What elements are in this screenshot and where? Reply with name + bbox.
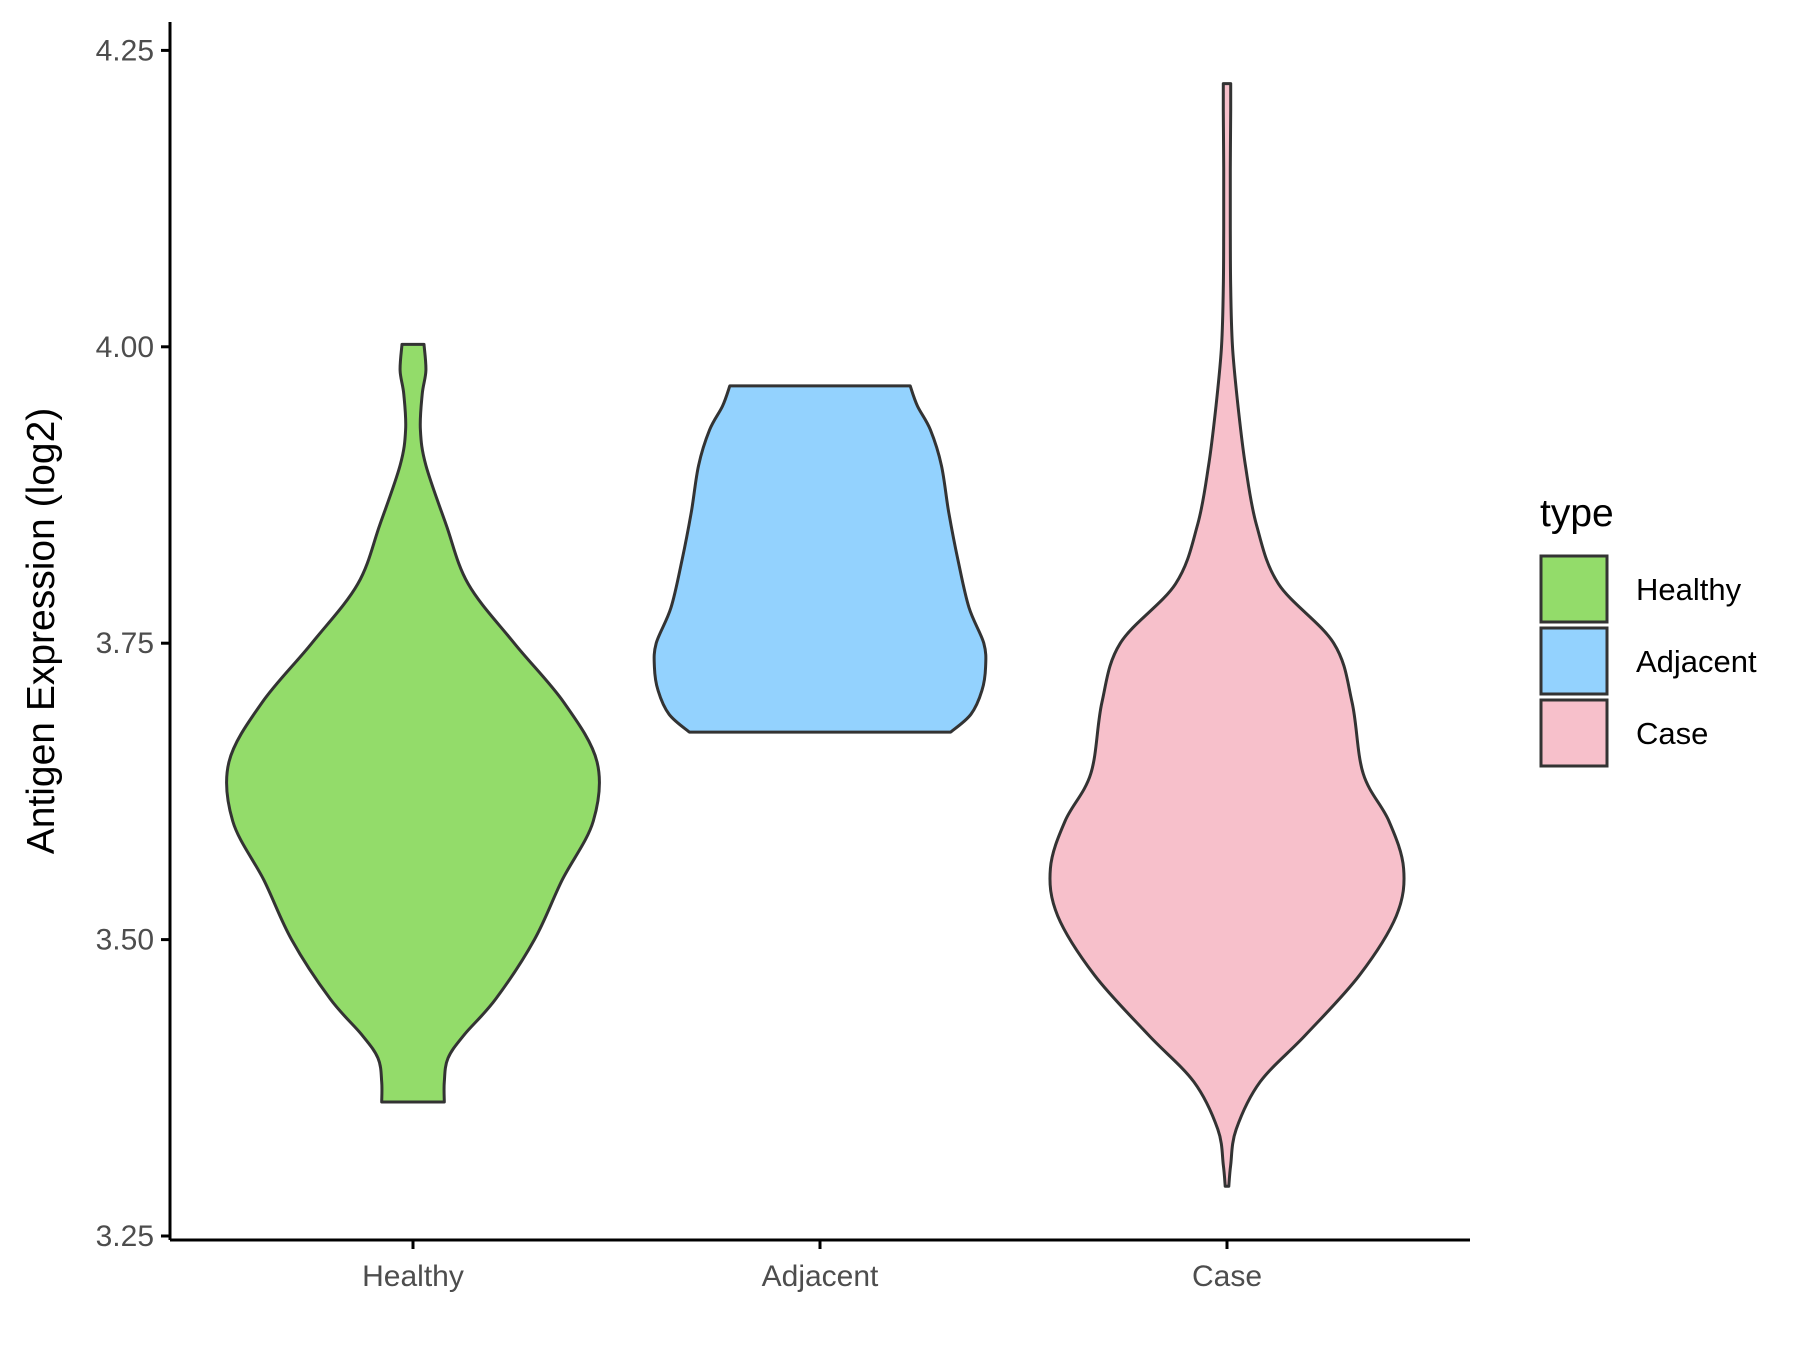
violins-layer — [224, 82, 1406, 1188]
y-tick-label: 3.25 — [96, 1220, 154, 1253]
legend-label-adjacent: Adjacent — [1636, 644, 1757, 679]
legend-title: type — [1540, 492, 1614, 535]
legend: type Healthy Adjacent Case — [1539, 492, 1757, 768]
x-tick-label: Case — [1192, 1260, 1262, 1293]
violin-adjacent — [652, 384, 988, 734]
y-ticks: 3.25 3.50 3.75 4.00 4.25 — [96, 34, 170, 1253]
y-tick-label: 4.25 — [96, 34, 154, 67]
legend-swatch-case — [1539, 698, 1609, 768]
legend-label-case: Case — [1636, 716, 1708, 751]
x-ticks: Healthy Adjacent Case — [362, 1240, 1262, 1293]
x-tick-label: Healthy — [362, 1260, 464, 1293]
legend-label-healthy: Healthy — [1636, 572, 1742, 607]
y-tick-label: 3.75 — [96, 627, 154, 660]
y-tick-label: 3.50 — [96, 924, 154, 957]
y-tick-label: 4.00 — [96, 331, 154, 364]
y-axis-title: Antigen Expression (log2) — [20, 408, 63, 855]
legend-swatch-adjacent — [1539, 626, 1609, 696]
violin-healthy — [224, 342, 602, 1104]
x-tick-label: Adjacent — [762, 1260, 879, 1293]
legend-items: Healthy Adjacent Case — [1539, 554, 1757, 768]
legend-swatch-healthy — [1539, 554, 1609, 624]
violin-case — [1048, 82, 1406, 1188]
